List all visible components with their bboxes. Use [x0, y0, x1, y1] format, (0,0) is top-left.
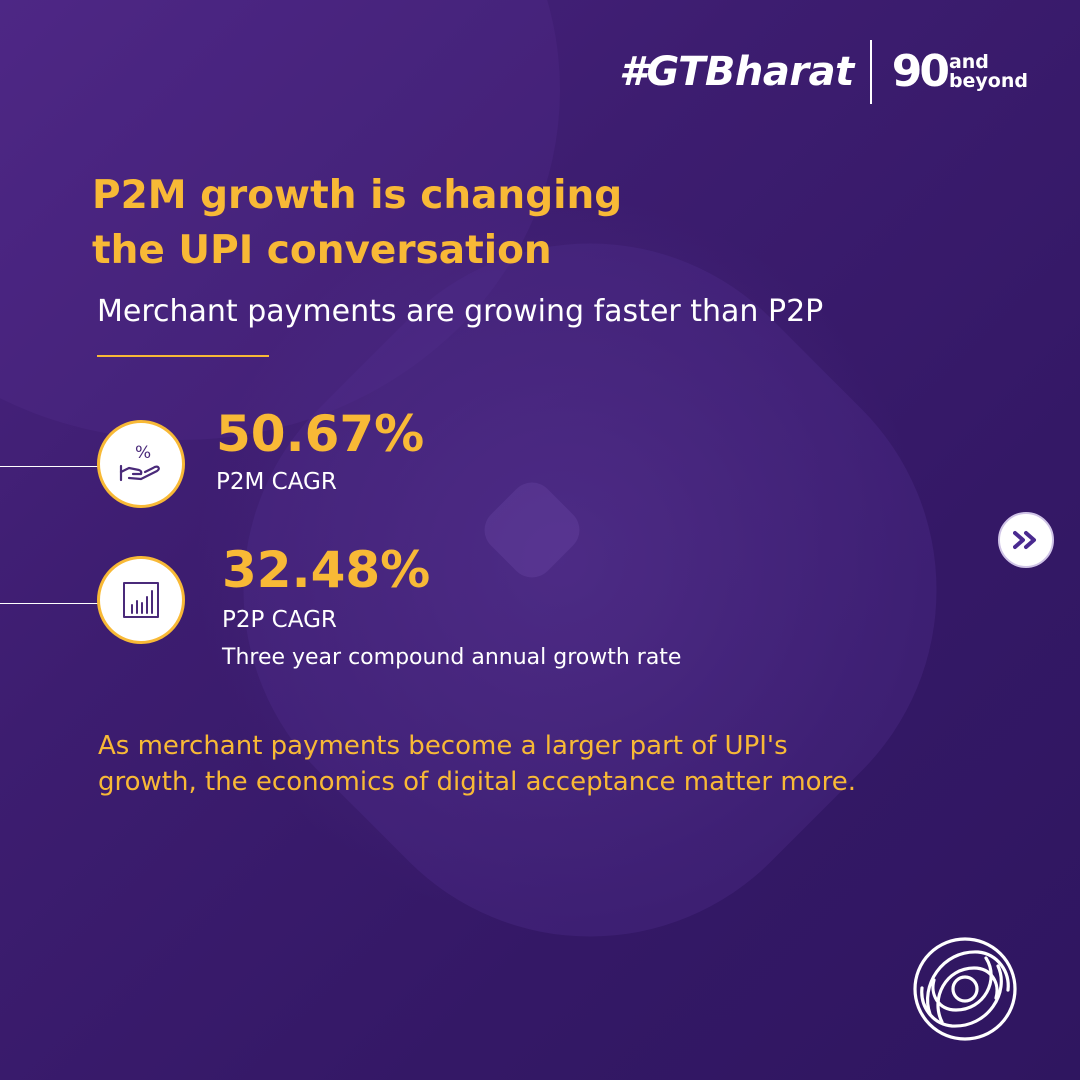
page-title: P2M growth is changing the UPI conversat… [92, 168, 732, 278]
swirl-logo-icon [913, 937, 1017, 1041]
stat-value: 50.67% [216, 405, 425, 463]
title-line-1: P2M growth is changing [92, 173, 623, 218]
stat-connector-line [0, 603, 98, 604]
page-subtitle: Merchant payments are growing faster tha… [97, 294, 824, 329]
brand-header: #GTBharat 90 and beyond [619, 40, 1028, 104]
double-chevron-right-icon [1013, 531, 1036, 549]
stat-note: Three year compound annual growth rate [222, 645, 682, 670]
percent-hand-icon: % [97, 420, 185, 508]
anniversary-number: 90 [891, 46, 950, 97]
next-slide-button[interactable] [998, 512, 1054, 568]
stat-connector-line [0, 466, 98, 467]
bar-chart-icon [97, 556, 185, 644]
stat-value: 32.48% [222, 541, 431, 599]
brand-divider [869, 40, 872, 104]
anniversary-word-top: and [948, 51, 989, 73]
body-line-1: As merchant payments become a larger par… [98, 731, 788, 761]
svg-text:%: % [135, 443, 151, 463]
anniversary-word-bottom: beyond [948, 70, 1028, 92]
body-line-2: growth, the economics of digital accepta… [98, 767, 856, 797]
stat-label: P2P CAGR [222, 607, 337, 633]
stat-label: P2M CAGR [216, 469, 337, 495]
anniversary-words: and beyond [949, 53, 1028, 91]
hashtag-title: #GTBharat [619, 49, 854, 95]
title-line-2: the UPI conversation [92, 228, 552, 273]
accent-divider [97, 355, 269, 357]
ninety-and-beyond-logo: 90 and beyond [892, 50, 1028, 94]
body-paragraph: As merchant payments become a larger par… [98, 728, 978, 800]
